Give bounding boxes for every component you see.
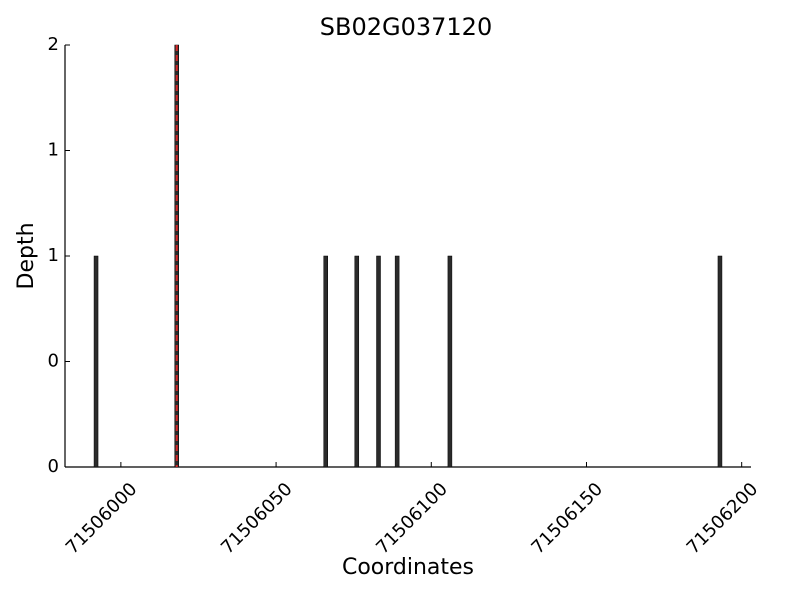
bar <box>717 255 723 468</box>
y-tick-label: 2 <box>48 34 59 55</box>
bar <box>323 255 328 468</box>
bar <box>447 255 453 468</box>
x-tick-label: 71506150 <box>527 479 607 559</box>
y-tick-label: 1 <box>48 245 59 266</box>
chart-title: SB02G037120 <box>320 13 492 41</box>
bar <box>394 255 400 468</box>
bar <box>376 255 381 468</box>
bar <box>354 255 360 468</box>
x-tick-label: 71506000 <box>62 479 142 559</box>
x-tick-label: 71506200 <box>683 479 763 559</box>
y-tick-label: 0 <box>48 351 59 372</box>
y-axis-label: Depth <box>14 222 39 289</box>
y-tick-label: 0 <box>48 456 59 477</box>
y-tick-label: 1 <box>48 140 59 161</box>
x-axis-label: Coordinates <box>342 555 474 580</box>
x-tick-label: 71506100 <box>372 479 452 559</box>
bar <box>93 255 99 468</box>
x-tick-label: 71506050 <box>217 479 297 559</box>
